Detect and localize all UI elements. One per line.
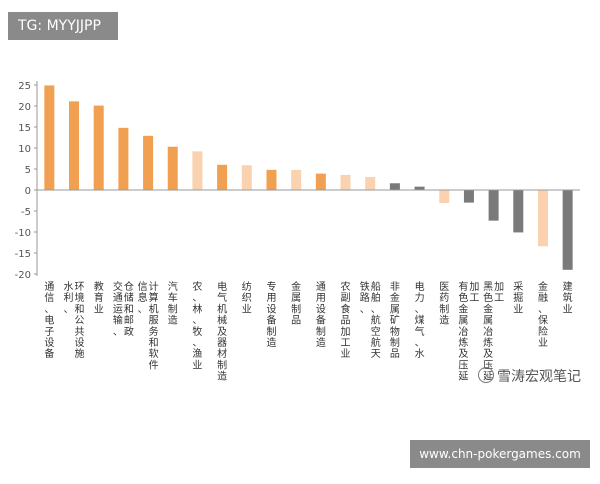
category-label: 电气机械及器材制造 (217, 280, 227, 383)
bar (266, 169, 277, 190)
category-label: 纺织业 (242, 280, 252, 315)
category-label: 金属制品 (291, 280, 301, 327)
bar (439, 190, 450, 204)
bar (291, 169, 302, 190)
category-label: 汽车制造 (168, 280, 178, 327)
y-tick-label: -15 (15, 249, 31, 260)
y-tick-label: -5 (21, 207, 31, 218)
bar (217, 164, 228, 190)
category-label: 金融、保险业 (538, 280, 548, 349)
site-url-badge[interactable]: www.chn-pokergames.com (410, 440, 590, 468)
category-label: 有色金属冶炼及压延加工 (458, 280, 479, 383)
y-axis: 25 20 15 10 5 0 -5 -10 -15 -20 (15, 81, 38, 281)
y-tick-label: -20 (15, 270, 31, 281)
y-tick-label: 10 (18, 144, 31, 155)
category-label: 专用设备制造 (266, 280, 276, 349)
bar (44, 85, 55, 190)
bar (488, 190, 499, 221)
category-label: 电力、煤气、水 (415, 280, 425, 360)
category-label: 医药制造 (439, 281, 449, 327)
bar (365, 176, 376, 190)
bar (167, 146, 178, 190)
bar (389, 183, 400, 190)
category-label: 非金属矿物制品 (390, 281, 400, 360)
bar (192, 151, 203, 190)
bar (69, 101, 80, 190)
tg-label-badge: TG: MYYJJPP (8, 12, 118, 40)
bar (143, 135, 154, 190)
bar (414, 186, 425, 190)
bar (93, 105, 104, 190)
category-label: 采掘业 (513, 281, 523, 315)
bar (513, 190, 524, 233)
category-label: 铁路、船舶、航空航天 (360, 280, 381, 360)
bar (340, 174, 351, 190)
category-label: 教育业 (94, 280, 104, 315)
y-tick-label: 5 (25, 165, 31, 176)
y-tick-label: 20 (18, 102, 31, 113)
bar (463, 190, 474, 203)
bar (118, 127, 129, 190)
bar (562, 190, 573, 270)
y-tick-label: 0 (25, 186, 31, 197)
bar (537, 190, 548, 247)
category-label: 信息、计算机服务和软件 (138, 280, 159, 371)
bar (315, 173, 326, 190)
y-tick-label: -10 (15, 228, 31, 239)
y-tick-label: 15 (18, 123, 31, 134)
watermark-text: 雪涛宏观笔记 (497, 369, 581, 385)
bars (44, 85, 573, 270)
category-label: 交通运输、仓储和邮政 (113, 280, 134, 338)
category-label: 建筑业 (563, 280, 573, 315)
y-tick-label: 25 (18, 81, 31, 92)
category-label: 通信、电子设备 (44, 281, 54, 360)
category-labels: 通信、电子设备水利、环境和公共设施教育业交通运输、仓储和邮政信息、计算机服务和软… (44, 280, 572, 383)
category-label: 水利、环境和公共设施 (64, 281, 85, 360)
category-label: 农副食品加工业 (341, 280, 351, 360)
category-label: 通用设备制造 (316, 281, 326, 349)
watermark: 雪涛宏观笔记 (478, 366, 581, 386)
bar (241, 165, 252, 190)
category-label: 农、林、牧、渔业 (192, 280, 202, 371)
wechat-icon (478, 367, 494, 383)
